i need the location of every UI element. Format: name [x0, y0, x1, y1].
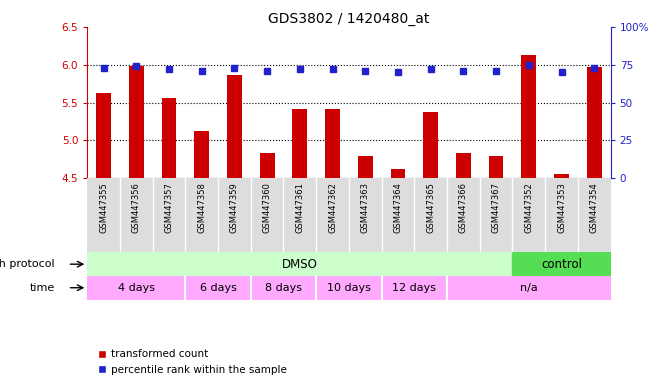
Text: 6 days: 6 days	[200, 283, 236, 293]
Text: GSM447357: GSM447357	[164, 182, 174, 233]
Bar	[358, 156, 372, 178]
Bar	[554, 174, 569, 178]
Bar	[129, 66, 144, 178]
Bar	[447, 276, 611, 300]
Bar	[513, 252, 611, 276]
Bar	[87, 276, 185, 300]
Text: GSM447353: GSM447353	[557, 182, 566, 233]
Text: control: control	[541, 258, 582, 271]
Bar	[456, 152, 471, 178]
Text: 8 days: 8 days	[265, 283, 302, 293]
Bar	[87, 252, 513, 276]
Bar	[391, 169, 405, 178]
Bar	[488, 156, 503, 178]
Bar	[96, 93, 111, 178]
Text: 12 days: 12 days	[393, 283, 436, 293]
Text: GSM447361: GSM447361	[295, 182, 305, 233]
Text: GSM447354: GSM447354	[590, 182, 599, 233]
Text: GSM447362: GSM447362	[328, 182, 337, 233]
Bar	[195, 131, 209, 178]
Text: GSM447355: GSM447355	[99, 182, 108, 233]
Legend: transformed count, percentile rank within the sample: transformed count, percentile rank withi…	[93, 345, 291, 379]
Text: growth protocol: growth protocol	[0, 259, 54, 269]
Bar	[162, 98, 176, 178]
Bar	[382, 276, 447, 300]
Bar	[293, 109, 307, 178]
Text: GSM447364: GSM447364	[393, 182, 403, 233]
Text: time: time	[30, 283, 54, 293]
Text: GSM447356: GSM447356	[132, 182, 141, 233]
Text: GSM447358: GSM447358	[197, 182, 206, 233]
Text: GSM447363: GSM447363	[361, 182, 370, 233]
Text: DMSO: DMSO	[282, 258, 318, 271]
Bar	[423, 113, 438, 178]
Bar	[325, 109, 340, 178]
Text: GSM447365: GSM447365	[426, 182, 435, 233]
Bar	[185, 276, 251, 300]
Text: GSM447366: GSM447366	[459, 182, 468, 233]
Text: GSM447367: GSM447367	[492, 182, 501, 233]
Text: n/a: n/a	[520, 283, 537, 293]
Text: 4 days: 4 days	[118, 283, 155, 293]
Bar	[521, 55, 536, 178]
Bar	[316, 276, 382, 300]
Text: GSM447360: GSM447360	[262, 182, 272, 233]
Bar	[587, 67, 602, 178]
Bar	[227, 74, 242, 178]
Bar	[260, 152, 274, 178]
Text: 10 days: 10 days	[327, 283, 371, 293]
Bar	[251, 276, 316, 300]
Text: GSM447352: GSM447352	[524, 182, 533, 233]
Text: GSM447359: GSM447359	[230, 182, 239, 233]
Title: GDS3802 / 1420480_at: GDS3802 / 1420480_at	[268, 12, 429, 26]
